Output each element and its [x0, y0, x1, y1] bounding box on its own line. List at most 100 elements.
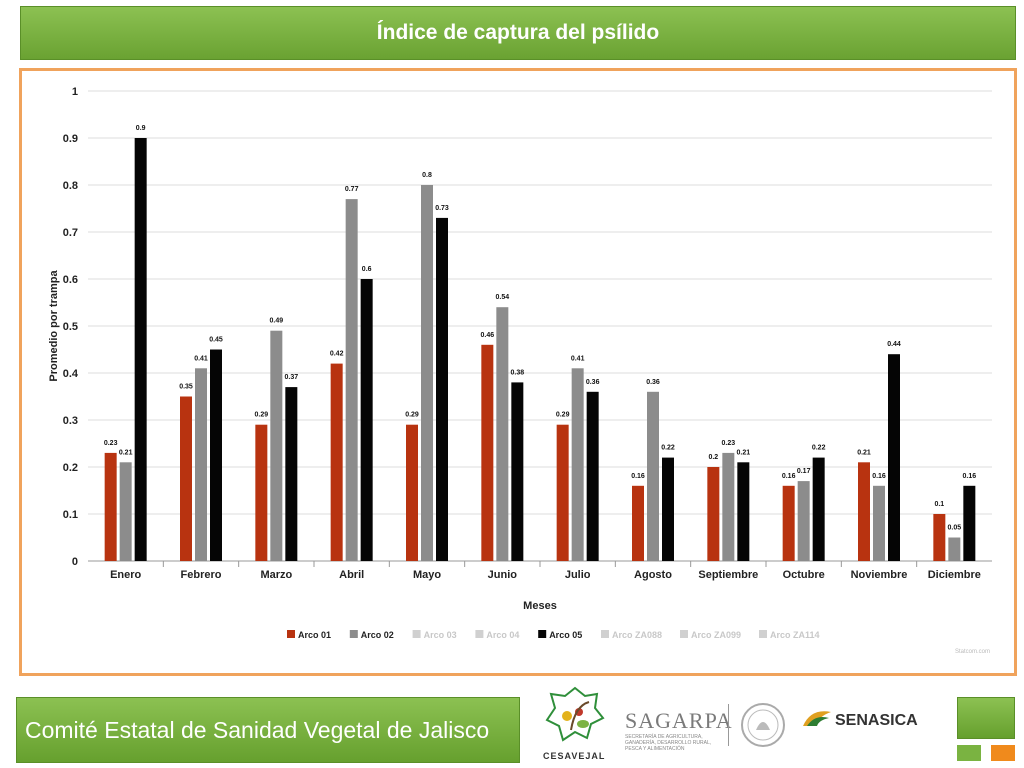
- bar: [888, 354, 900, 561]
- bar-value-label: 0.23: [722, 440, 736, 447]
- y-tick-label: 0.1: [63, 509, 78, 521]
- y-tick-label: 0.2: [63, 462, 78, 474]
- bar-value-label: 0.22: [812, 445, 826, 452]
- bar-value-label: 0.16: [963, 473, 977, 480]
- bar: [210, 349, 222, 561]
- senasica-leaf-icon: [803, 711, 831, 726]
- bar: [119, 462, 132, 561]
- legend-label: Arco 03: [424, 630, 457, 640]
- bar: [586, 391, 599, 561]
- bar: [571, 368, 584, 561]
- bar: [707, 467, 720, 561]
- x-tick-label: Diciembre: [928, 569, 981, 581]
- chart-frame: 0 0.1 0.2 0.3 0.4 0.5 0.6 0.7 0.8 0.9 1 0.23 0.21 0.9…: [19, 68, 1017, 676]
- bar: [556, 424, 569, 561]
- bar-value-label: 0.45: [209, 337, 223, 344]
- bar-value-label: 0.6: [362, 266, 372, 273]
- bar: [255, 424, 268, 561]
- bar: [496, 307, 509, 561]
- bar: [933, 514, 946, 561]
- x-tick-label: Febrero: [181, 569, 222, 581]
- bar: [511, 382, 524, 561]
- organization-name: Comité Estatal de Sanidad Vegetal de Jal…: [25, 716, 490, 743]
- watermark: Statcom.com: [955, 649, 990, 655]
- bar: [330, 363, 343, 561]
- bar-value-label: 0.16: [872, 473, 886, 480]
- corner-square-small-green: [957, 745, 981, 761]
- x-tick-label: Septiembre: [698, 569, 758, 581]
- bar-value-label: 0.77: [345, 186, 359, 193]
- bar: [345, 199, 358, 561]
- bar: [421, 185, 433, 561]
- legend-swatch: [538, 630, 547, 638]
- x-axis-title: Meses: [523, 600, 557, 612]
- bar-value-label: 0.1: [934, 501, 944, 508]
- logo-strip: CESAVEJAL SAGARPA SECRETARÍA DE AGRICULT…: [535, 684, 955, 764]
- sagarpa-logo: SAGARPA SECRETARÍA DE AGRICULTURA, GANAD…: [625, 708, 733, 752]
- bar-value-label: 0.2: [708, 454, 718, 461]
- y-tick-label: 0: [72, 556, 78, 568]
- bar-value-label: 0.29: [255, 412, 269, 419]
- bar-chart: 00.10.20.30.40.50.60.70.80.910.230.210.9…: [48, 86, 992, 655]
- bar: [948, 537, 961, 561]
- bar-value-label: 0.36: [646, 379, 660, 386]
- x-tick-label: Noviembre: [851, 569, 908, 581]
- bar: [858, 462, 870, 561]
- mexico-seal-icon: [741, 703, 785, 747]
- bar-value-label: 0.37: [285, 374, 299, 381]
- legend-label: Arco 01: [298, 630, 331, 640]
- legend-label: Arco 02: [361, 630, 394, 640]
- x-tick-label: Octubre: [783, 569, 825, 581]
- bar-value-label: 0.29: [405, 412, 419, 419]
- y-tick-label: 0.3: [63, 415, 78, 427]
- x-tick-label: Agosto: [634, 569, 672, 581]
- x-tick-label: Junio: [488, 569, 518, 581]
- bar-value-label: 0.22: [661, 445, 675, 452]
- corner-square-orange: [991, 745, 1015, 761]
- bar-value-label: 0.54: [496, 294, 510, 301]
- legend-swatch: [287, 630, 295, 638]
- bar: [180, 396, 192, 561]
- bar: [481, 344, 494, 561]
- corner-square-green: [957, 697, 1015, 739]
- bar-value-label: 0.21: [857, 449, 871, 456]
- bar: [104, 452, 117, 561]
- bar-value-label: 0.21: [119, 449, 133, 456]
- bar: [195, 368, 207, 561]
- cesavejal-logo-icon: [545, 686, 605, 742]
- bar-value-label: 0.73: [435, 205, 449, 212]
- y-tick-label: 0.7: [63, 227, 78, 239]
- legend-swatch: [680, 630, 688, 638]
- bar-value-label: 0.16: [631, 473, 645, 480]
- bar: [285, 387, 298, 561]
- senasica-label: SENASICA: [835, 712, 918, 729]
- bar: [782, 485, 795, 561]
- bar: [662, 457, 674, 561]
- legend-label: Arco ZA088: [612, 630, 662, 640]
- x-tick-label: Abril: [339, 569, 364, 581]
- logo-divider: [728, 704, 729, 746]
- x-tick-label: Marzo: [260, 569, 292, 581]
- bar: [360, 279, 373, 561]
- bar-value-label: 0.44: [887, 341, 901, 348]
- legend-swatch: [349, 630, 358, 638]
- bar: [797, 481, 810, 561]
- bar: [722, 452, 735, 561]
- y-tick-label: 0.9: [63, 133, 78, 145]
- legend-swatch: [412, 630, 421, 638]
- bar: [436, 217, 448, 561]
- x-tick-label: Mayo: [413, 569, 441, 581]
- bar: [647, 391, 659, 561]
- title-bar: Índice de captura del psílido: [20, 6, 1016, 60]
- footer-bar: Comité Estatal de Sanidad Vegetal de Jal…: [16, 697, 520, 763]
- bar-value-label: 0.8: [422, 172, 432, 179]
- bar-value-label: 0.29: [556, 412, 570, 419]
- sagarpa-label: SAGARPA: [625, 708, 733, 733]
- page-title: Índice de captura del psílido: [376, 21, 660, 44]
- legend-label: Arco ZA099: [691, 630, 741, 640]
- legend-label: Arco ZA114: [770, 630, 820, 640]
- bar: [873, 485, 885, 561]
- bar-value-label: 0.41: [194, 355, 208, 362]
- senasica-logo: SENASICA: [803, 711, 918, 730]
- cesavejal-label: CESAVEJAL: [543, 751, 606, 761]
